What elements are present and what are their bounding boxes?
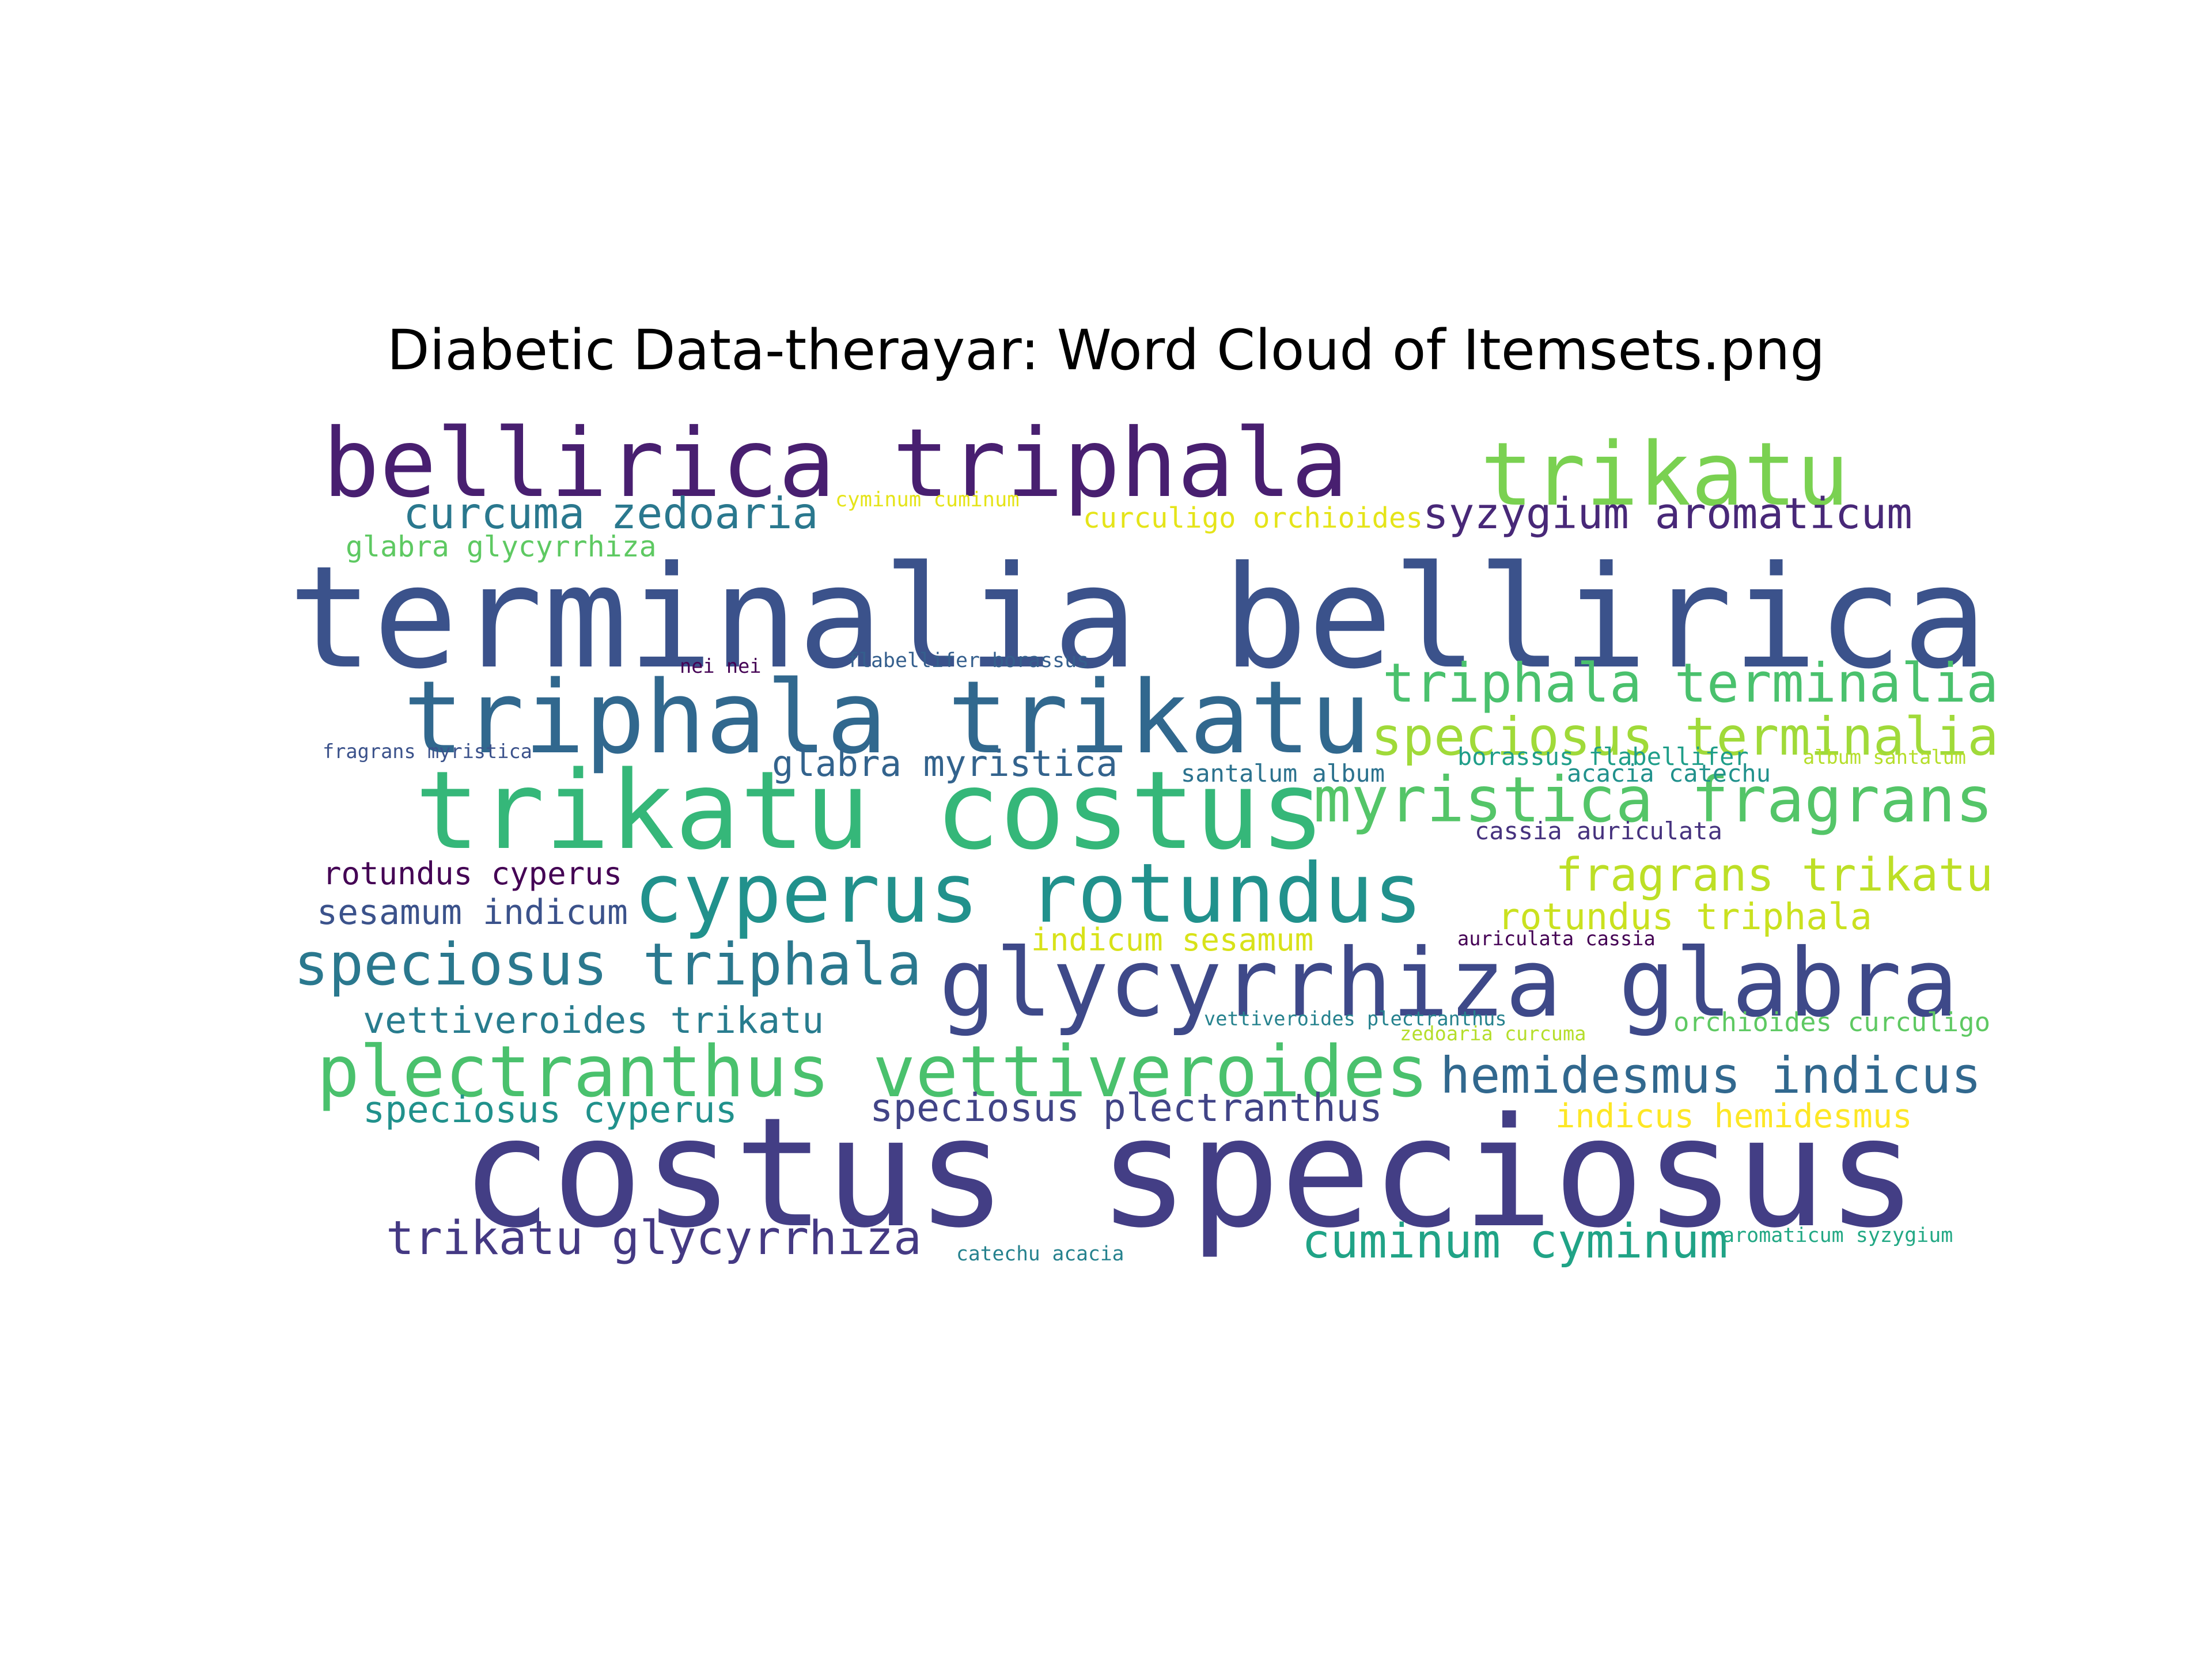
- word-nei-nei: nei nei: [680, 655, 762, 677]
- word-speciosus-plectranthus: speciosus plectranthus: [870, 1085, 1382, 1130]
- word-curcuma-zedoaria: curcuma zedoaria: [403, 488, 819, 539]
- word-fragrans-trikatu: fragrans trikatu: [1555, 849, 1993, 902]
- word-cyminum-cuminum: cyminum cuminum: [835, 488, 1020, 512]
- word-flabellifer-borassus: flabellifer borassus: [847, 649, 1089, 672]
- word-vettiveroides-plectranthus: vettiveroides plectranthus: [1204, 1007, 1507, 1030]
- word-indicus-hemidesmus: indicus hemidesmus: [1555, 1097, 1912, 1135]
- word-glabra-glycyrrhiza: glabra glycyrrhiza: [346, 530, 657, 563]
- word-plectranthus-vettiveroides: plectranthus vettiveroides: [317, 1031, 1429, 1113]
- word-triphala-terminalia: triphala terminalia: [1382, 652, 1999, 715]
- word-syzygium-aromaticum: syzygium aromaticum: [1423, 488, 1912, 539]
- word-catechu-acacia: catechu acacia: [956, 1243, 1124, 1266]
- word-trikatu: trikatu: [1480, 423, 1850, 525]
- word-speciosus-terminalia: speciosus terminalia: [1371, 707, 1999, 767]
- word-triphala-trikatu: triphala trikatu: [403, 660, 1371, 777]
- word-myristica-fragrans: myristica fragrans: [1313, 763, 1994, 836]
- word-cassia-auriculata: cassia auriculata: [1475, 817, 1722, 845]
- word-speciosus-cyperus: speciosus cyperus: [363, 1088, 737, 1131]
- word-borassus-flabellifer: borassus flabellifer: [1457, 743, 1749, 771]
- word-santalum-album: santalum album: [1181, 759, 1385, 787]
- word-album-santalum: album santalum: [1803, 746, 1967, 768]
- word-aromaticum-syzygium: aromaticum syzygium: [1722, 1224, 1953, 1247]
- word-costus-speciosus: costus speciosus: [461, 1085, 1918, 1261]
- word-speciosus-triphala: speciosus triphala: [294, 931, 922, 998]
- word-sesamum-indicum: sesamum indicum: [317, 892, 628, 933]
- word-cuminum-cyminum: cuminum cyminum: [1302, 1214, 1728, 1269]
- word-glycyrrhiza-glabra: glycyrrhiza glabra: [939, 928, 1959, 1038]
- word-bellirica-triphala: bellirica triphala: [323, 408, 1349, 518]
- word-vettiveroides-trikatu: vettiveroides trikatu: [363, 999, 824, 1041]
- word-indicum-sesamum: indicum sesamum: [1031, 922, 1314, 958]
- word-terminalia-bellirica: terminalia bellirica: [288, 536, 1988, 700]
- figure-title: Diabetic Data-therayar: Word Cloud of It…: [387, 318, 1825, 382]
- word-cyperus-rotundus: cyperus rotundus: [634, 846, 1423, 941]
- word-rotundus-cyperus: rotundus cyperus: [323, 855, 623, 892]
- word-rotundus-triphala: rotundus triphala: [1498, 895, 1872, 938]
- word-acacia-catechu: acacia catechu: [1567, 759, 1771, 787]
- word-orchioides-curculigo: orchioides curculigo: [1673, 1007, 1991, 1037]
- word-hemidesmus-indicus: hemidesmus indicus: [1440, 1047, 1982, 1105]
- word-curculigo-orchioides: curculigo orchioides: [1083, 502, 1423, 535]
- word-trikatu-costus: trikatu costus: [415, 748, 1325, 874]
- word-auriculata-cassia: auriculata cassia: [1457, 927, 1656, 950]
- word-zedoaria-curcuma: zedoaria curcuma: [1400, 1022, 1586, 1045]
- word-glabra-myristica: glabra myristica: [772, 743, 1118, 785]
- word-fragrans-myristica: fragrans myristica: [323, 740, 532, 763]
- word-trikatu-glycyrrhiza: trikatu glycyrrhiza: [386, 1211, 922, 1266]
